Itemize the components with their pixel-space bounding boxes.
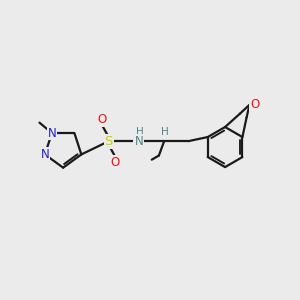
Text: H: H: [136, 127, 143, 137]
Text: N: N: [134, 135, 143, 148]
Text: O: O: [98, 113, 107, 126]
Text: O: O: [250, 98, 260, 111]
Text: N: N: [47, 127, 56, 140]
Text: H: H: [161, 127, 169, 137]
Text: S: S: [105, 135, 113, 148]
Text: O: O: [111, 156, 120, 169]
Text: N: N: [40, 148, 49, 161]
